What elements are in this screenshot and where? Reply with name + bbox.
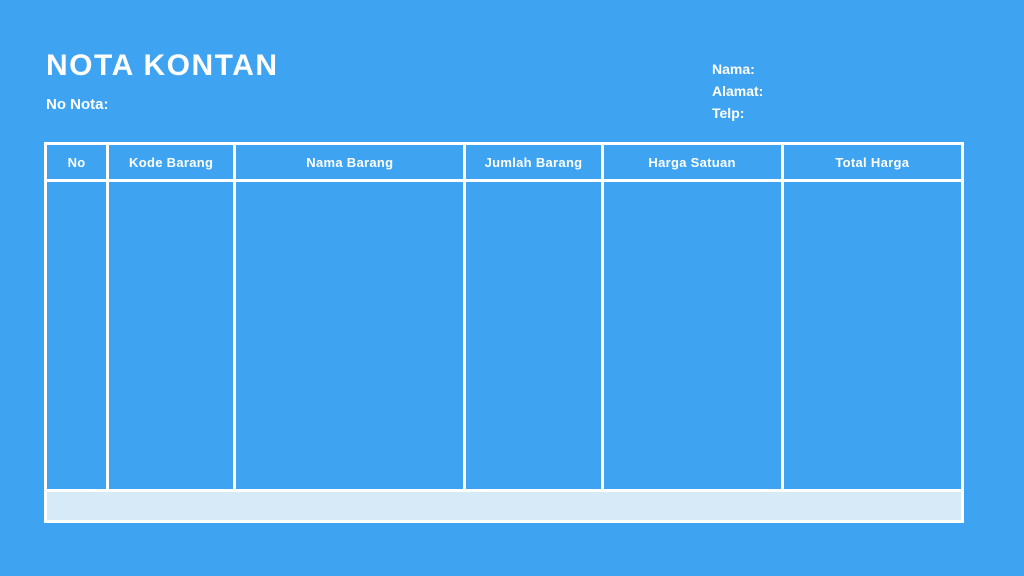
body-cell-jumlah-barang[interactable] <box>466 182 604 489</box>
alamat-label: Alamat: <box>712 83 764 99</box>
body-cell-no[interactable] <box>47 182 110 489</box>
nama-label: Nama: <box>712 61 755 77</box>
items-table: No Kode Barang Nama Barang Jumlah Barang… <box>44 142 964 523</box>
customer-info-block: Nama: Alamat: Telp: <box>712 58 763 124</box>
column-header-jumlah-barang: Jumlah Barang <box>466 145 604 182</box>
telp-label: Telp: <box>712 105 745 121</box>
table-footer-row[interactable] <box>47 489 961 520</box>
body-cell-total-harga[interactable] <box>784 182 961 489</box>
body-cell-kode-barang[interactable] <box>109 182 237 489</box>
page-title: NOTA KONTAN <box>46 49 279 82</box>
column-header-no: No <box>47 145 110 182</box>
table-header-row: No Kode Barang Nama Barang Jumlah Barang… <box>47 145 961 182</box>
column-header-total-harga: Total Harga <box>783 145 961 182</box>
column-header-kode-barang: Kode Barang <box>109 145 237 182</box>
body-cell-harga-satuan[interactable] <box>604 182 784 489</box>
body-cell-nama-barang[interactable] <box>236 182 467 489</box>
column-header-nama-barang: Nama Barang <box>236 145 467 182</box>
no-nota-label: No Nota: <box>46 96 109 113</box>
table-body-row <box>47 182 961 489</box>
column-header-harga-satuan: Harga Satuan <box>603 145 784 182</box>
